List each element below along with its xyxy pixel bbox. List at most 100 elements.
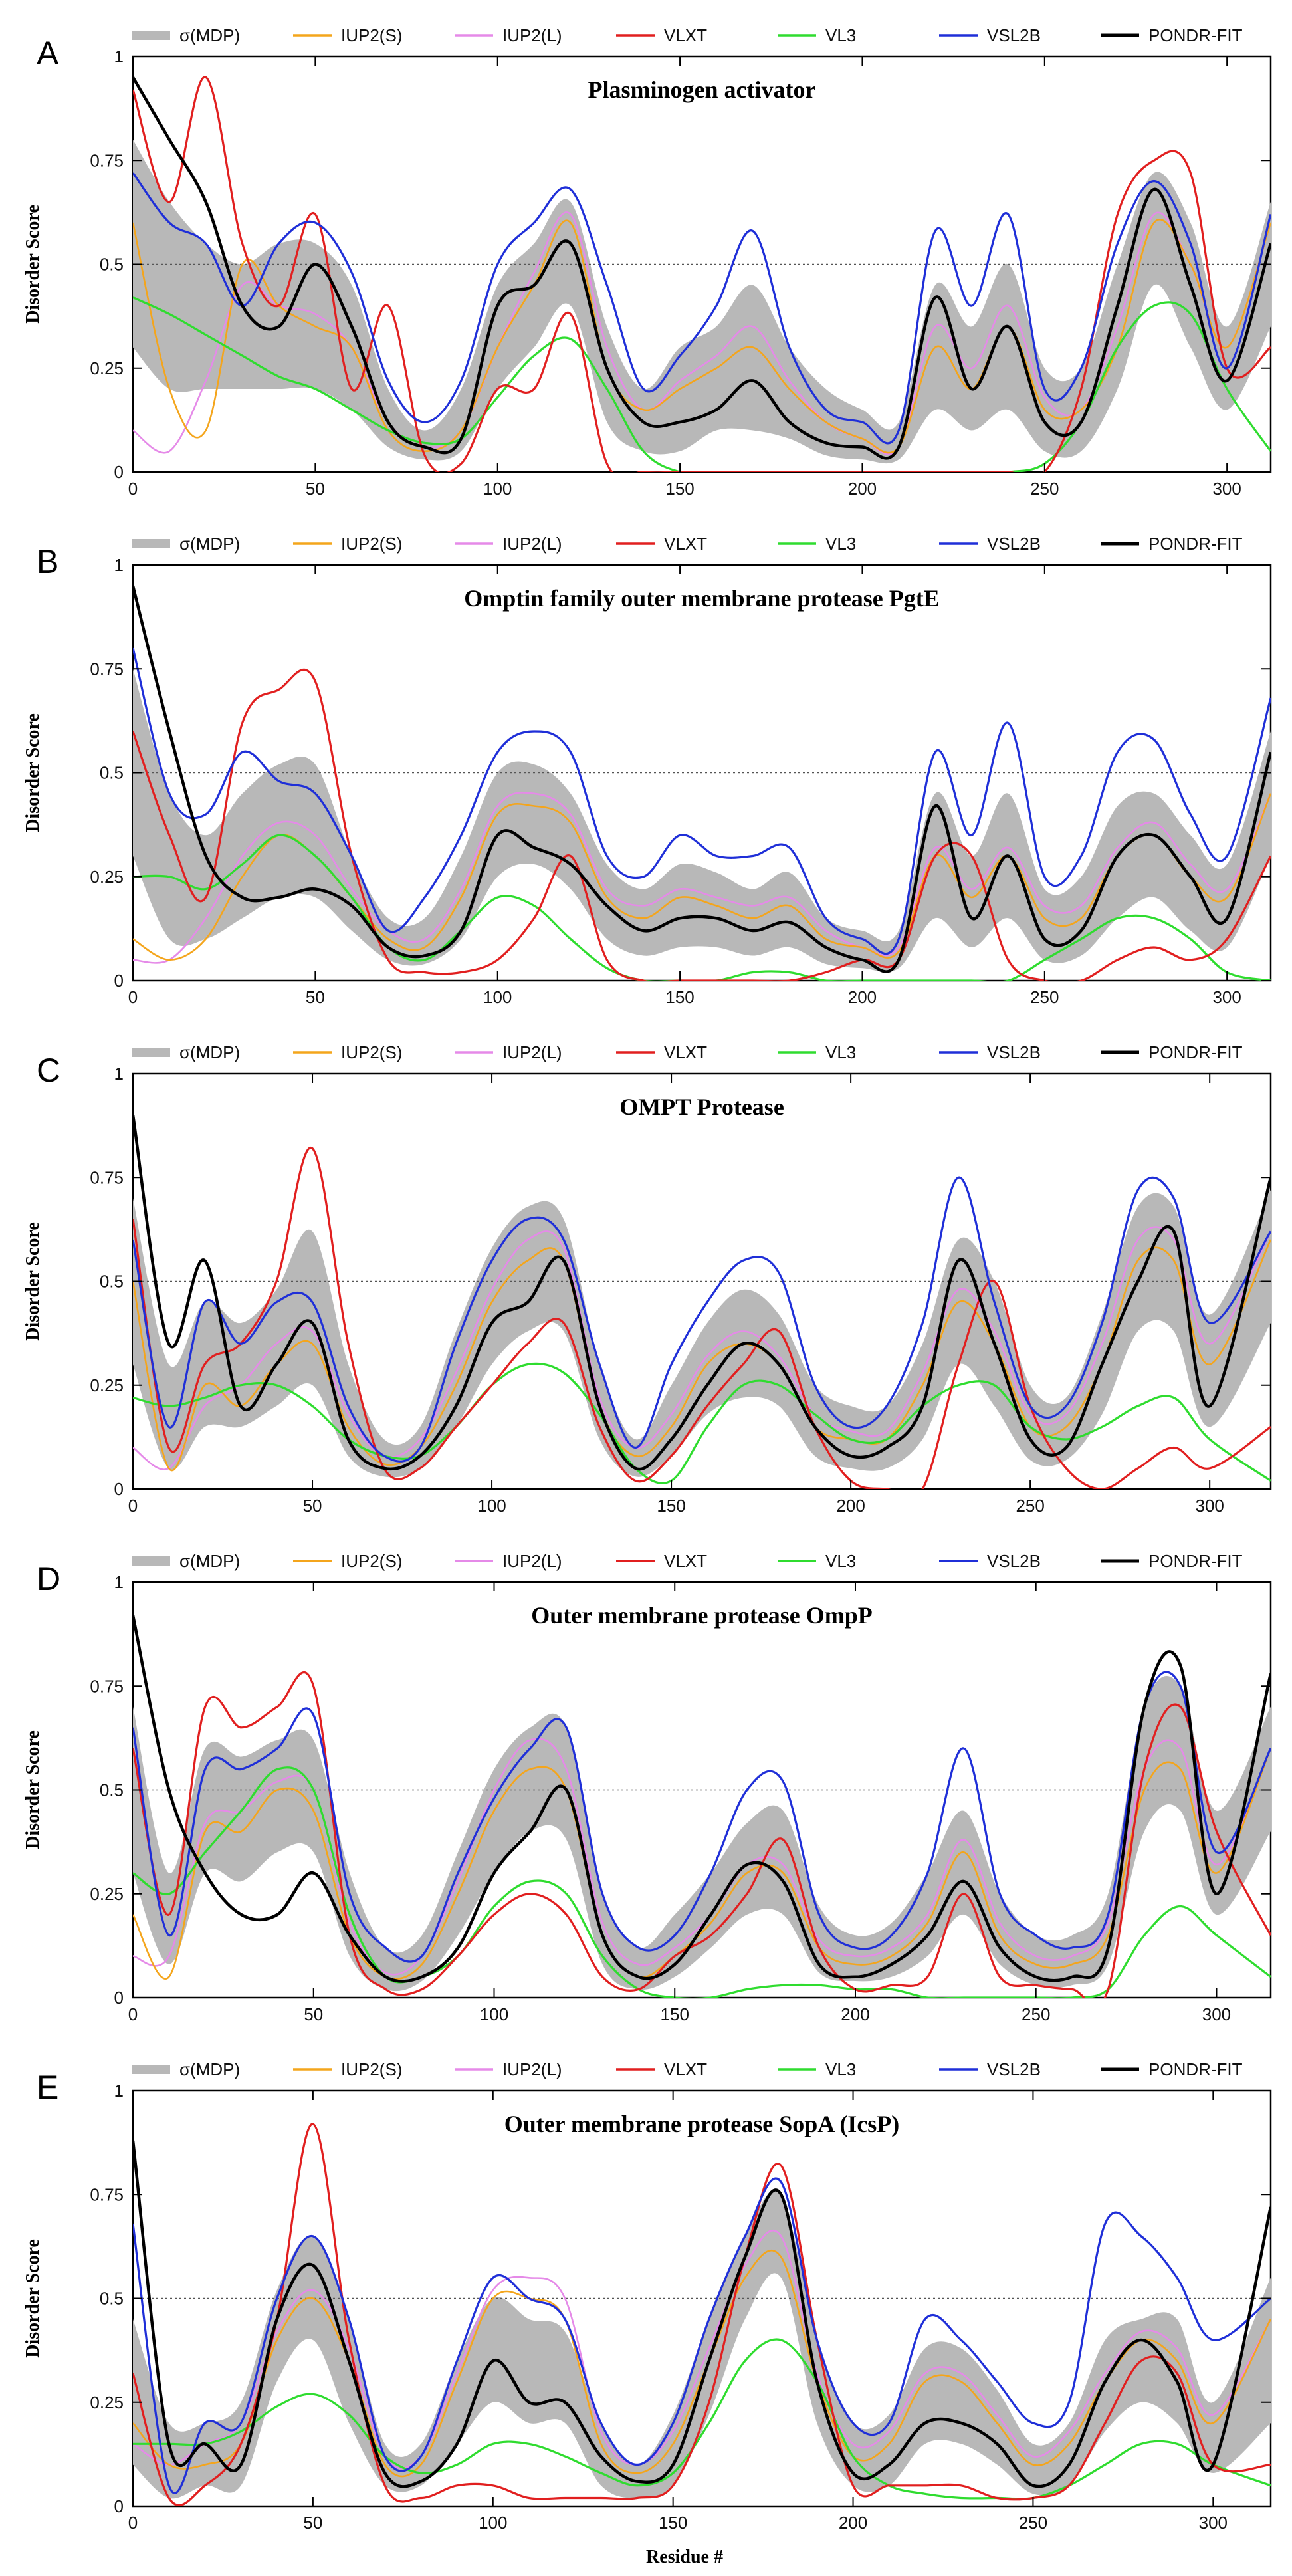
x-tick-label: 100 — [479, 2513, 507, 2533]
series-line-iup2l — [133, 1226, 1271, 1470]
legend-swatch-sigma — [132, 31, 170, 40]
legend-label-iup2l: IUP2(L) — [502, 1551, 562, 1571]
x-tick-label: 50 — [303, 1496, 322, 1516]
series-line-iup2s — [133, 2250, 1271, 2478]
legend-label-pondr: PONDR-FIT — [1148, 1042, 1243, 1062]
legend-swatch-sigma — [132, 2065, 170, 2074]
x-tick-label: 0 — [128, 987, 138, 1007]
series-line-vsl2b — [133, 647, 1271, 955]
y-tick-label: 0 — [114, 971, 124, 991]
panel-letter: C — [37, 1052, 60, 1089]
x-tick-label: 200 — [848, 987, 877, 1007]
x-tick-label: 0 — [128, 479, 138, 499]
series-line-vl3 — [133, 1766, 1271, 1998]
series-line-iup2l — [133, 792, 1271, 964]
x-tick-label: 100 — [483, 479, 512, 499]
panel-title: Omptin family outer membrane protease Pg… — [464, 585, 940, 612]
x-tick-label: 200 — [848, 479, 877, 499]
legend-label-vl3: VL3 — [825, 534, 856, 554]
series-line-vl3 — [133, 1362, 1271, 1484]
legend-label-sigma: σ(MDP) — [179, 1551, 240, 1571]
sigma-band — [133, 1190, 1271, 1478]
legend-label-pondr: PONDR-FIT — [1148, 1551, 1243, 1571]
x-tick-label: 250 — [1019, 2513, 1047, 2533]
x-tick-label: 200 — [841, 2004, 869, 2024]
legend-label-sigma: σ(MDP) — [179, 1042, 240, 1062]
legend-label-sigma: σ(MDP) — [179, 2059, 240, 2079]
y-axis-label: Disorder Score — [23, 2239, 43, 2358]
legend-label-vsl2b: VSL2B — [987, 25, 1041, 45]
x-tick-label: 300 — [1195, 1496, 1224, 1516]
legend-label-vl3: VL3 — [825, 1042, 856, 1062]
series-line-vsl2b — [133, 1176, 1271, 1463]
y-tick-label: 0.5 — [100, 2289, 124, 2309]
y-tick-label: 0.5 — [100, 255, 124, 275]
panel-title: Plasminogen activator — [588, 76, 816, 103]
legend-label-pondr: PONDR-FIT — [1148, 534, 1243, 554]
legend-label-vlxt: VLXT — [664, 2059, 707, 2079]
x-tick-label: 150 — [665, 987, 694, 1007]
panel-letter: A — [37, 35, 59, 72]
y-tick-label: 0.25 — [90, 358, 124, 378]
x-tick-label: 50 — [303, 2513, 322, 2533]
data-layer — [133, 585, 1271, 981]
x-tick-label: 250 — [1016, 1496, 1044, 1516]
series-line-iup2l — [133, 211, 1271, 455]
y-tick-label: 0.25 — [90, 1884, 124, 1904]
x-tick-label: 300 — [1212, 479, 1241, 499]
series-line-pondr — [133, 1115, 1271, 1471]
y-tick-label: 0.75 — [90, 659, 124, 679]
y-tick-label: 1 — [114, 2081, 124, 2101]
x-tick-label: 0 — [128, 2004, 138, 2024]
y-tick-label: 0 — [114, 1988, 124, 2008]
x-tick-label: 200 — [836, 1496, 865, 1516]
sigma-band — [133, 1675, 1271, 1992]
series-line-iup2l — [133, 2230, 1271, 2470]
data-layer — [133, 1615, 1271, 1998]
legend-swatch-sigma — [132, 539, 170, 548]
series-line-pondr — [133, 585, 1271, 973]
x-tick-label: 100 — [477, 1496, 506, 1516]
y-tick-label: 0 — [114, 462, 124, 482]
panel-letter: D — [37, 1560, 60, 1597]
series-line-vl3 — [133, 2338, 1271, 2500]
series-line-pondr — [133, 76, 1271, 460]
y-tick-label: 1 — [114, 555, 124, 575]
series-line-vlxt — [133, 668, 1271, 981]
y-tick-label: 0.25 — [90, 867, 124, 887]
series-line-iup2s — [133, 1239, 1271, 1472]
series-line-vsl2b — [133, 172, 1271, 445]
series-line-vlxt — [133, 1671, 1271, 1998]
x-tick-label: 50 — [304, 2004, 323, 2024]
y-tick-label: 0.25 — [90, 1375, 124, 1395]
y-tick-label: 0 — [114, 2496, 124, 2516]
series-line-vsl2b — [133, 1671, 1271, 1963]
y-tick-label: 1 — [114, 1572, 124, 1592]
legend-label-vsl2b: VSL2B — [987, 1042, 1041, 1062]
x-tick-label: 250 — [1030, 987, 1059, 1007]
data-layer — [133, 76, 1271, 472]
y-tick-label: 1 — [114, 47, 124, 66]
panel-title: OMPT Protease — [619, 1094, 784, 1120]
legend-label-pondr: PONDR-FIT — [1148, 2059, 1243, 2079]
x-tick-label: 300 — [1199, 2513, 1228, 2533]
legend-label-iup2l: IUP2(L) — [502, 534, 562, 554]
legend-label-sigma: σ(MDP) — [179, 25, 240, 45]
y-tick-label: 0.75 — [90, 1167, 124, 1187]
legend-label-iup2l: IUP2(L) — [502, 25, 562, 45]
series-line-vl3 — [133, 834, 1271, 981]
legend-label-iup2s: IUP2(S) — [341, 2059, 402, 2079]
legend-label-vlxt: VLXT — [664, 1551, 707, 1571]
x-tick-label: 250 — [1022, 2004, 1050, 2024]
legend-label-vl3: VL3 — [825, 2059, 856, 2079]
x-tick-label: 100 — [483, 987, 512, 1007]
x-tick-label: 300 — [1212, 987, 1241, 1007]
sigma-band — [133, 140, 1271, 464]
x-tick-label: 150 — [665, 479, 694, 499]
